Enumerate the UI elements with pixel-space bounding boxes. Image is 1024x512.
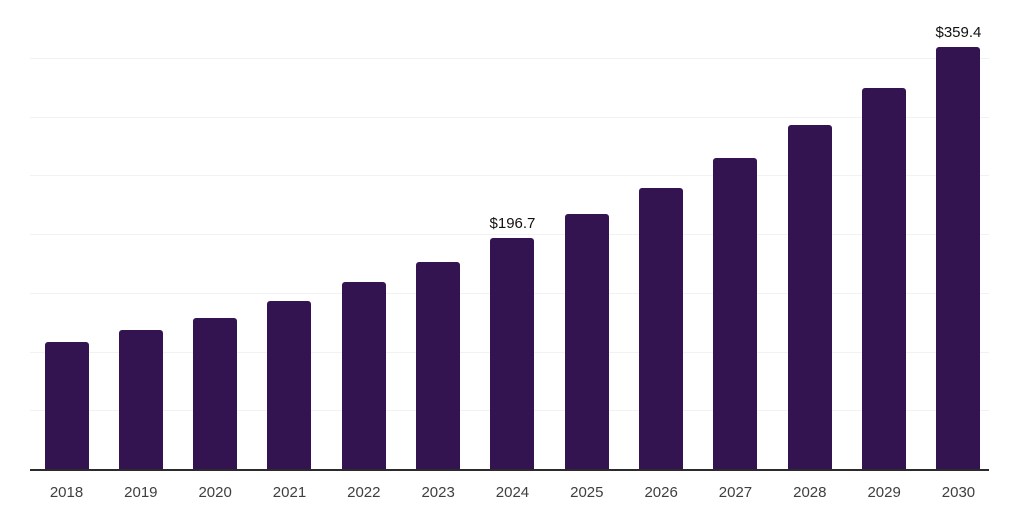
bar-2027 [713, 158, 758, 469]
x-tick-label-2030: 2030 [941, 484, 976, 501]
bar-2019 [118, 330, 163, 469]
x-tick-label-2018: 2018 [49, 484, 84, 501]
x-tick-label-2019: 2019 [124, 484, 158, 501]
x-tick-label-2026: 2026 [644, 484, 678, 501]
x-tick-label-2023: 2023 [421, 484, 455, 501]
bar-2028 [787, 125, 832, 469]
gridline [30, 175, 989, 177]
x-tick-label-2027: 2027 [718, 484, 753, 501]
bar-2029 [862, 87, 907, 469]
x-tick-label-2024: 2024 [495, 484, 530, 501]
bar-value-label-2030: $359.4 [935, 23, 982, 41]
bar-2022 [341, 282, 386, 469]
plot-area: $196.7 $359.4 [30, 1, 989, 471]
gridline [30, 116, 989, 118]
bar-2024 [490, 237, 535, 469]
bar-2026 [639, 188, 684, 469]
x-tick-label-2021: 2021 [272, 484, 307, 501]
x-tick-label-2025: 2025 [570, 484, 604, 501]
bar-2018 [44, 342, 89, 469]
bar-2020 [193, 317, 238, 469]
gridline [30, 57, 989, 59]
bar-2025 [564, 214, 609, 469]
bar-2023 [416, 261, 461, 469]
bar-2021 [267, 301, 312, 469]
x-tick-label-2020: 2020 [198, 484, 232, 501]
x-tick-label-2029: 2029 [867, 484, 901, 501]
bar-value-label-2024: $196.7 [489, 214, 536, 232]
bar-2030 [936, 46, 981, 469]
gridline [30, 234, 989, 235]
x-tick-label-2022: 2022 [347, 484, 381, 501]
x-tick-label-2028: 2028 [793, 484, 827, 501]
